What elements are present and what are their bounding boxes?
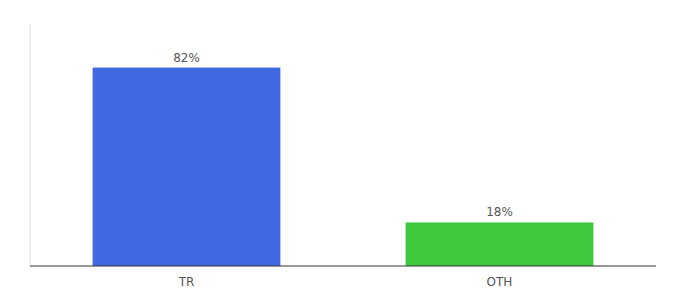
data-labels: 82% 18% [173, 51, 513, 220]
bar [93, 68, 281, 266]
chart: 82% 18% TR OTH [0, 0, 680, 300]
y-axis-line [30, 24, 31, 266]
chart-container: 82% 18% TR OTH [0, 0, 680, 300]
x-tick-label: OTH [487, 275, 513, 289]
x-tick-label: TR [178, 275, 195, 289]
bars [93, 68, 594, 266]
data-label: 18% [486, 205, 513, 219]
bar [406, 222, 594, 266]
x-axis-line [30, 266, 656, 267]
data-label: 82% [173, 51, 200, 65]
